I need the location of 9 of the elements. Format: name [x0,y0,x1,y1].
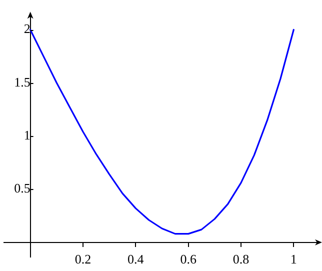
y-tick-label: 1.5 [14,74,30,90]
x-tick-label: 0.6 [180,252,197,267]
y-tick-label: 1 [24,127,30,142]
x-tick-label: 0.4 [128,252,144,267]
x-tick-label: 0.8 [232,252,250,267]
y-tick-label: 2 [24,21,30,36]
x-tick-label: 1 [290,252,297,267]
y-tick-label: 0.5 [14,180,30,196]
x-tick-label: 0.2 [74,252,92,267]
